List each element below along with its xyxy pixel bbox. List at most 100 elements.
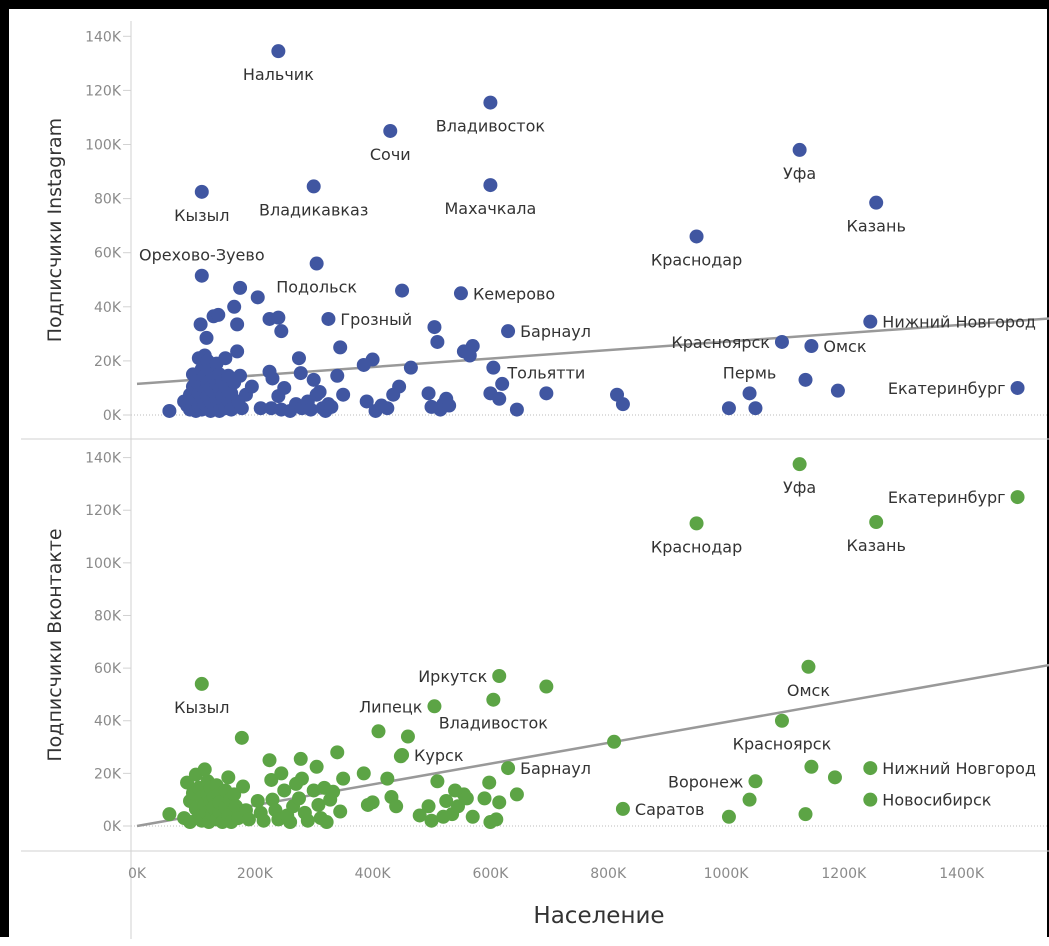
data-point xyxy=(194,268,209,283)
point-label: Екатеринбург xyxy=(888,379,1006,398)
point-label: Нальчик xyxy=(243,65,314,84)
point-label: Екатеринбург xyxy=(888,488,1006,507)
data-point xyxy=(539,679,554,694)
data-point xyxy=(194,676,209,691)
data-point xyxy=(274,324,289,339)
y-tick-label: 40K xyxy=(94,300,122,316)
data-point xyxy=(312,385,327,400)
y-tick-label: 120K xyxy=(85,83,122,99)
point-label: Воронеж xyxy=(668,772,743,791)
y-tick-label: 100K xyxy=(85,138,122,154)
data-point xyxy=(421,386,436,401)
data-point xyxy=(615,397,630,412)
y-tick-label: 60K xyxy=(94,661,122,677)
data-point xyxy=(294,771,309,786)
data-point xyxy=(371,724,386,739)
data-point xyxy=(869,195,884,210)
point-label: Кызыл xyxy=(174,206,229,225)
data-point xyxy=(827,770,842,785)
data-point xyxy=(311,797,326,812)
data-point xyxy=(830,383,845,398)
data-point xyxy=(380,771,395,786)
data-point xyxy=(383,123,398,138)
data-point xyxy=(615,801,630,816)
points-layer xyxy=(162,44,1025,830)
data-point xyxy=(321,311,336,326)
data-point xyxy=(792,457,807,472)
data-point xyxy=(271,310,286,325)
data-point xyxy=(234,401,249,416)
data-point xyxy=(400,729,415,744)
data-point xyxy=(804,339,819,354)
x-tick-label: 1000K xyxy=(704,866,750,882)
data-point xyxy=(250,794,265,809)
data-point xyxy=(262,753,277,768)
point-label: Пермь xyxy=(723,363,777,382)
data-point xyxy=(389,799,404,814)
data-point xyxy=(193,317,208,332)
data-point xyxy=(277,380,292,395)
data-point xyxy=(869,515,884,530)
point-label: Барнаул xyxy=(520,759,591,778)
data-point xyxy=(483,95,498,110)
data-point xyxy=(412,808,427,823)
data-point xyxy=(162,403,177,418)
data-point xyxy=(291,351,306,366)
data-point xyxy=(326,784,341,799)
data-point xyxy=(1010,380,1025,395)
data-point xyxy=(430,334,445,349)
data-point xyxy=(319,815,334,830)
y-tick-label: 140K xyxy=(85,29,122,45)
data-point xyxy=(333,340,348,355)
data-point xyxy=(244,379,259,394)
data-point xyxy=(256,813,271,828)
data-point xyxy=(306,372,321,387)
y-tick-label: 40K xyxy=(94,714,122,730)
y-axis-label: Подписчики Instagram xyxy=(44,118,66,342)
point-label: Сочи xyxy=(370,145,411,164)
data-point xyxy=(199,330,214,345)
data-point xyxy=(486,692,501,707)
point-label: Грозный xyxy=(340,310,412,329)
x-tick-label: 400K xyxy=(355,866,392,882)
data-point xyxy=(330,368,345,383)
data-point xyxy=(798,807,813,822)
data-point xyxy=(539,386,554,401)
data-point xyxy=(492,391,507,406)
point-label: Омск xyxy=(787,681,830,700)
data-point xyxy=(392,379,407,394)
data-point xyxy=(236,779,251,794)
point-label: Казань xyxy=(847,536,906,555)
x-tick-label: 1200K xyxy=(821,866,867,882)
data-point xyxy=(234,730,249,745)
point-label: Курск xyxy=(414,746,464,765)
data-point xyxy=(380,401,395,416)
data-point xyxy=(241,812,256,827)
data-point xyxy=(427,699,442,714)
data-point xyxy=(264,772,279,787)
data-point xyxy=(309,256,324,271)
y-tick-label: 60K xyxy=(94,246,122,262)
data-point xyxy=(324,399,339,414)
data-point xyxy=(365,795,380,810)
y-tick-label: 120K xyxy=(85,503,122,519)
data-point xyxy=(792,142,807,157)
data-point xyxy=(230,344,245,359)
data-point xyxy=(863,761,878,776)
point-label: Владикавказ xyxy=(259,200,368,219)
y-tick-label: 80K xyxy=(94,608,122,624)
data-point xyxy=(356,766,371,781)
data-point xyxy=(442,398,457,413)
data-point xyxy=(403,360,418,375)
y-tick-label: 20K xyxy=(94,354,122,370)
point-label: Краснодар xyxy=(651,250,742,269)
data-point xyxy=(227,299,242,314)
data-point xyxy=(477,791,492,806)
data-point xyxy=(465,809,480,824)
axes-layer: 0K 20K 40K 60K 80K 100K 120K 140K Подписчики Ins… xyxy=(21,21,1049,939)
data-point xyxy=(465,339,480,354)
scatter-chart: Нальчик Владивосток Сочи Уфа Кызыл Владикавка… xyxy=(21,21,1049,939)
y-tick-label: 80K xyxy=(94,192,122,208)
data-point xyxy=(798,372,813,387)
point-label: Уфа xyxy=(783,164,816,183)
